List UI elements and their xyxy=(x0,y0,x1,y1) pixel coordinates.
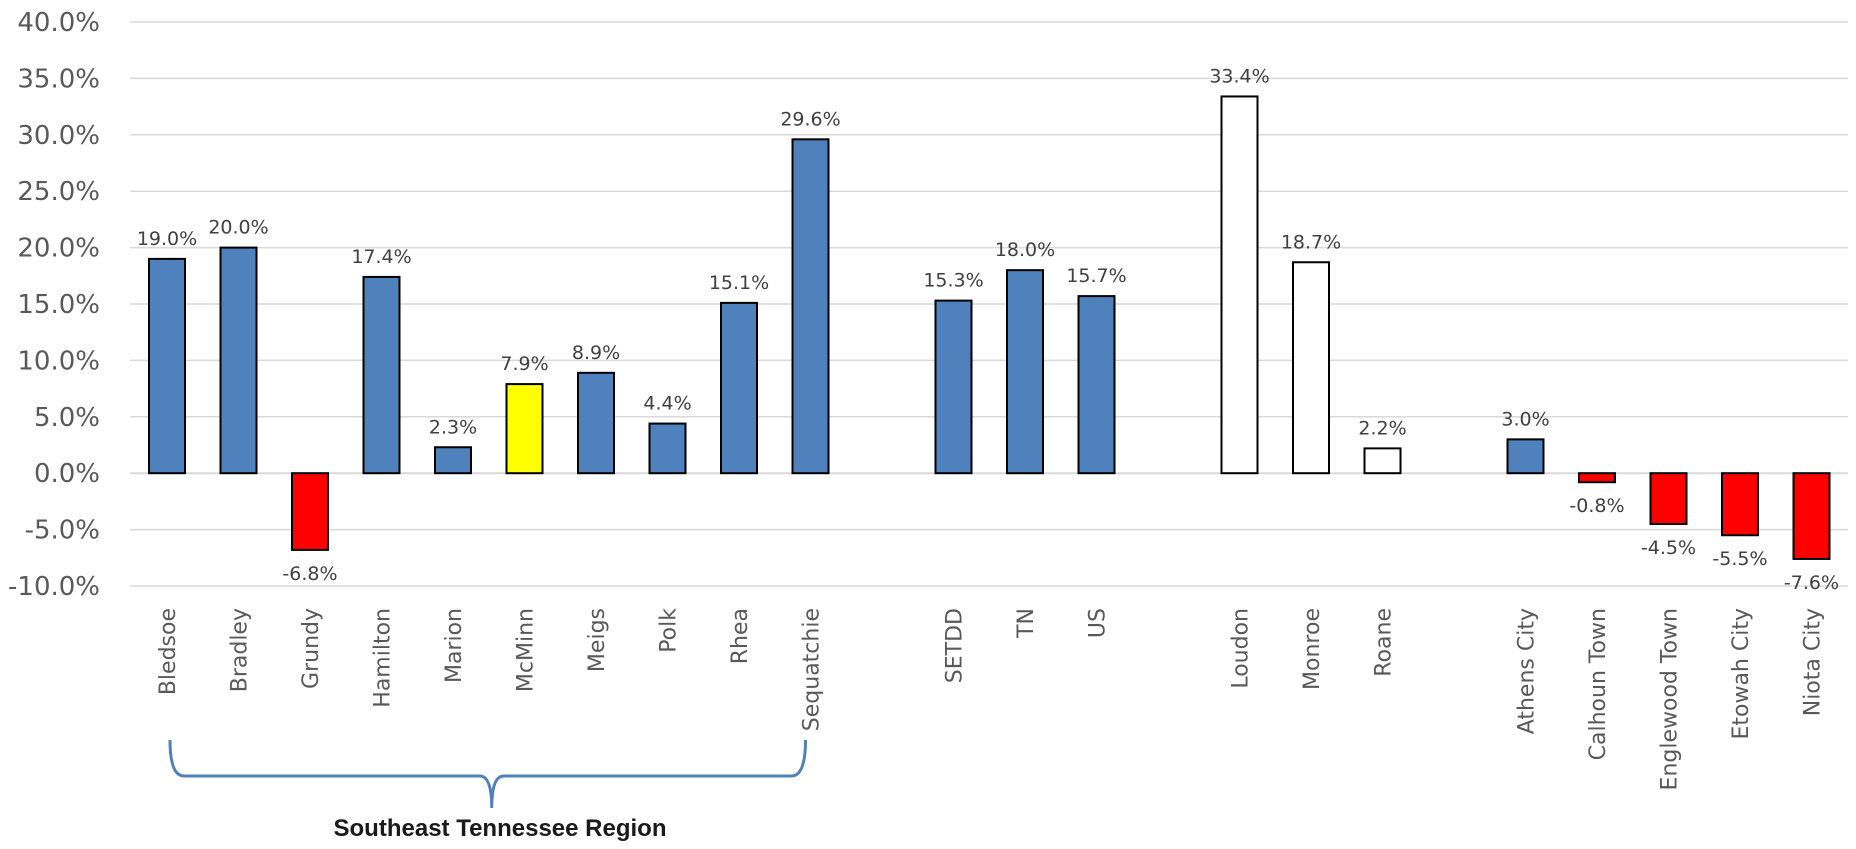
data-label: 33.4% xyxy=(1209,65,1269,87)
y-tick-label: 5.0% xyxy=(34,403,100,433)
category-label: Athens City xyxy=(1515,608,1540,734)
data-label: -4.5% xyxy=(1641,537,1696,559)
data-label: -5.5% xyxy=(1712,548,1767,570)
y-tick-label: 10.0% xyxy=(17,346,100,376)
y-tick-label: -10.0% xyxy=(8,572,100,602)
bar-setdd xyxy=(934,299,973,475)
bar-meigs xyxy=(577,371,615,475)
data-label: 3.0% xyxy=(1501,408,1549,430)
y-tick-label: 20.0% xyxy=(17,234,100,264)
bars xyxy=(148,95,1831,560)
data-label: 20.0% xyxy=(208,217,268,239)
data-label: 8.9% xyxy=(572,342,620,364)
category-label: Marion xyxy=(442,608,467,683)
bar-mcminn xyxy=(505,383,544,475)
data-label: 29.6% xyxy=(780,108,840,130)
data-label: 15.7% xyxy=(1066,265,1126,287)
category-label: Meigs xyxy=(585,608,610,672)
category-label: Grundy xyxy=(299,608,324,689)
category-label: Hamilton xyxy=(371,608,396,708)
data-label: 15.1% xyxy=(709,272,769,294)
data-label: 7.9% xyxy=(500,353,548,375)
y-tick-label: 35.0% xyxy=(17,64,100,94)
y-axis-ticks: -10.0% -5.0% 0.0% 5.0% 10.0% 15.0% 20.0% 25.0% 3… xyxy=(8,8,100,602)
category-label: Englewood Town xyxy=(1658,608,1683,790)
data-label: 2.2% xyxy=(1358,417,1406,439)
bar-us xyxy=(1077,295,1116,475)
data-label: 19.0% xyxy=(137,228,197,250)
category-labels: Bledsoe Bradley Grundy Hamilton Marion McMinn… xyxy=(156,608,1826,791)
category-label: SETDD xyxy=(943,608,968,683)
category-label: McMinn xyxy=(514,608,539,692)
data-label: 18.0% xyxy=(995,239,1055,261)
category-label: Sequatchie xyxy=(800,608,825,731)
bar-grundy xyxy=(291,472,329,551)
bar-tn xyxy=(1006,269,1044,475)
bar-niota-city xyxy=(1792,472,1831,560)
y-tick-label: 40.0% xyxy=(17,8,100,38)
category-label: Monroe xyxy=(1300,608,1325,690)
bar-roane xyxy=(1363,447,1402,475)
category-label: TN xyxy=(1014,608,1039,639)
category-label: Rhea xyxy=(728,608,753,664)
data-label: 15.3% xyxy=(923,270,983,292)
category-label: Polk xyxy=(657,608,682,653)
data-labels: 19.0% 20.0% -6.8% 17.4% 2.3% 7.9% 8.9% 4.4% 15.1… xyxy=(137,65,1839,593)
region-bracket xyxy=(168,739,807,809)
data-label: -7.6% xyxy=(1784,572,1839,594)
category-label: Loudon xyxy=(1229,608,1254,689)
bar-bledsoe xyxy=(148,257,186,475)
brace-icon xyxy=(168,739,807,809)
gridlines xyxy=(130,21,1848,587)
category-label: Etowah City xyxy=(1729,608,1754,740)
category-label: Roane xyxy=(1372,608,1397,677)
bar-bradley xyxy=(219,246,258,475)
data-label: 18.7% xyxy=(1281,231,1341,253)
y-tick-label: -5.0% xyxy=(25,516,100,546)
region-label: Southeast Tennessee Region xyxy=(334,815,667,842)
category-label: Bradley xyxy=(228,608,253,692)
y-tick-label: 0.0% xyxy=(34,459,100,489)
bar-loudon xyxy=(1220,95,1259,475)
y-tick-label: 15.0% xyxy=(17,290,100,320)
category-label: Niota City xyxy=(1801,608,1826,716)
bar-sequatchie xyxy=(791,138,830,475)
bar-rhea xyxy=(720,301,758,475)
bar-polk xyxy=(648,422,687,475)
bar-marion xyxy=(434,446,472,475)
y-tick-label: 30.0% xyxy=(17,121,100,151)
category-label: Calhoun Town xyxy=(1586,608,1611,760)
bar-calhoun-town xyxy=(1578,472,1616,484)
bar-monroe xyxy=(1292,261,1330,475)
bar-hamilton xyxy=(362,275,401,475)
y-tick-label: 25.0% xyxy=(17,177,100,207)
category-label: US xyxy=(1086,608,1111,638)
data-label: 2.3% xyxy=(429,416,477,438)
category-label: Bledsoe xyxy=(156,608,181,695)
data-label: 4.4% xyxy=(643,393,691,415)
bar-englewood-town xyxy=(1649,472,1688,525)
data-label: 17.4% xyxy=(351,246,411,268)
data-label: -6.8% xyxy=(282,563,337,585)
bar-etowah-city xyxy=(1721,472,1759,537)
bar-athens-city xyxy=(1506,438,1545,475)
data-label: -0.8% xyxy=(1569,495,1624,517)
